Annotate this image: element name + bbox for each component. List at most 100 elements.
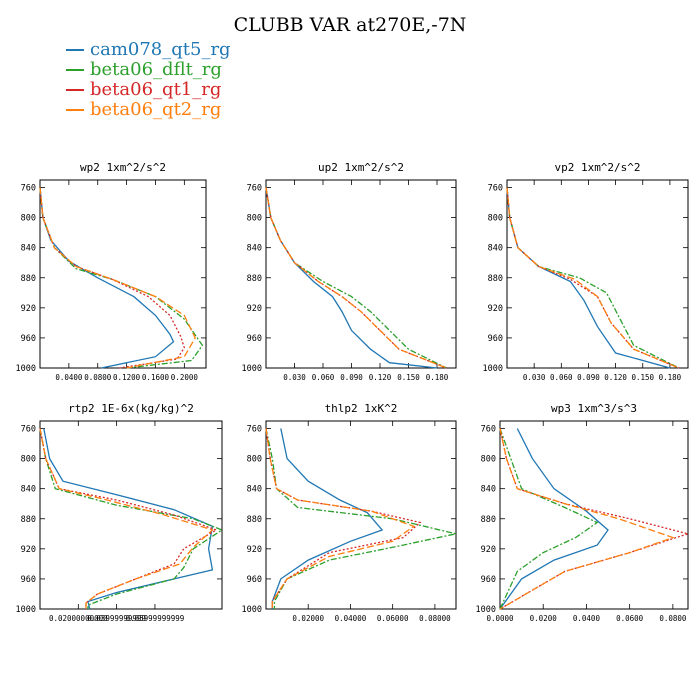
y-tick-label: 920 — [21, 545, 36, 555]
x-tick-label: 0.030 — [283, 373, 306, 382]
series-line-cam078_qt5_rg — [265, 187, 438, 369]
y-tick-label: 880 — [21, 274, 36, 284]
y-tick-label: 920 — [247, 304, 262, 314]
y-tick-label: 1000 — [16, 605, 36, 615]
y-tick-label: 800 — [21, 214, 36, 224]
y-tick-label: 1000 — [16, 364, 36, 374]
x-tick-label: 0.2000 — [171, 373, 199, 382]
legend-swatch — [66, 49, 84, 51]
legend-label: cam078_qt5_rg — [90, 39, 231, 60]
x-tick-label: 0.08000 — [419, 614, 451, 623]
y-tick-label: 960 — [481, 575, 496, 585]
x-tick-label: 0.120 — [369, 373, 392, 382]
y-tick-label: 840 — [247, 244, 262, 254]
legend-item: beta06_qt1_rg — [66, 80, 231, 100]
y-tick-label: 760 — [481, 425, 496, 435]
series-line-cam078_qt5_rg — [271, 428, 384, 609]
y-tick-label: 880 — [481, 515, 496, 525]
x-tick-label: 0.1200 — [113, 373, 141, 382]
panel-title: rtp2 1E-6x(kg/kg)^2 — [68, 402, 194, 415]
x-tick-label: 0.0400 — [573, 614, 601, 623]
legend-label: beta06_qt2_rg — [90, 99, 222, 120]
plot-frame — [265, 420, 457, 610]
y-tick-label: 800 — [488, 214, 503, 224]
y-tick-label: 1000 — [483, 364, 503, 374]
legend-label: beta06_qt1_rg — [90, 79, 222, 100]
legend-label: beta06_dflt_rg — [90, 59, 222, 80]
legend-item: beta06_dflt_rg — [66, 60, 231, 80]
x-tick-label: 0.03999999999 — [87, 614, 146, 623]
x-tick-label: 0.090 — [340, 373, 363, 382]
x-tick-label: 0.090 — [577, 373, 600, 382]
series-line-beta06_qt2_rg — [506, 187, 680, 369]
y-tick-label: 760 — [21, 184, 36, 194]
series-line-beta06_dflt_rg — [506, 187, 680, 369]
legend-swatch — [66, 109, 84, 111]
y-tick-label: 920 — [481, 545, 496, 555]
x-tick-label: 0.0400 — [55, 373, 83, 382]
y-tick-label: 800 — [481, 455, 496, 465]
series-line-beta06_qt1_rg — [39, 187, 186, 369]
x-tick-label: 0.150 — [631, 373, 654, 382]
series-line-beta06_qt1_rg — [39, 428, 218, 609]
series-line-beta06_qt2_rg — [265, 187, 447, 369]
page-title: CLUBB VAR at270E,-7N — [233, 14, 467, 36]
x-tick-label: 0.0200 — [530, 614, 558, 623]
series-line-beta06_dflt_rg — [265, 187, 447, 369]
y-tick-label: 760 — [247, 425, 262, 435]
x-tick-label: 0.0800 — [659, 614, 687, 623]
plot-frame — [265, 179, 457, 369]
legend-swatch — [66, 69, 84, 71]
panel-title: wp2 1xm^2/s^2 — [80, 161, 166, 174]
x-tick-label: 0.1600 — [142, 373, 170, 382]
x-tick-label: 0.06000 — [377, 614, 409, 623]
series-line-beta06_qt1_rg — [265, 187, 447, 369]
y-tick-label: 960 — [247, 334, 262, 344]
series-line-beta06_qt1_rg — [506, 187, 680, 369]
series-line-cam078_qt5_rg — [499, 428, 609, 610]
legend-item: cam078_qt5_rg — [66, 40, 231, 60]
series-line-beta06_dflt_rg — [499, 428, 599, 610]
y-tick-label: 920 — [247, 545, 262, 555]
legend-swatch — [66, 89, 84, 91]
y-tick-label: 880 — [488, 274, 503, 284]
y-tick-label: 760 — [21, 425, 36, 435]
x-tick-label: 0.180 — [426, 373, 449, 382]
series-line-cam078_qt5_rg — [506, 187, 671, 369]
y-tick-label: 840 — [21, 244, 36, 254]
y-tick-label: 840 — [21, 485, 36, 495]
x-tick-label: 0.0000 — [486, 614, 514, 623]
legend-item: beta06_qt2_rg — [66, 100, 231, 120]
x-tick-label: 0.04000 — [335, 614, 367, 623]
y-tick-label: 840 — [247, 485, 262, 495]
y-tick-label: 760 — [247, 184, 262, 194]
y-tick-label: 960 — [488, 334, 503, 344]
plot-frame — [39, 420, 223, 610]
panel-title: wp3 1xm^3/s^3 — [551, 402, 637, 415]
series-line-beta06_dflt_rg — [39, 187, 204, 369]
series-line-beta06_qt2_rg — [39, 428, 214, 609]
x-tick-label: 0.02000 — [292, 614, 324, 623]
panel-title: vp2 1xm^2/s^2 — [554, 161, 640, 174]
x-tick-label: 0.150 — [397, 373, 420, 382]
y-tick-label: 800 — [247, 455, 262, 465]
y-tick-label: 1000 — [476, 605, 496, 615]
series-line-beta06_qt1_rg — [499, 428, 691, 610]
plot-frame — [499, 420, 689, 610]
series-line-beta06_qt2_rg — [499, 428, 675, 610]
y-tick-label: 840 — [488, 244, 503, 254]
plot-frame — [39, 179, 207, 369]
y-tick-label: 960 — [21, 575, 36, 585]
panel-title: up2 1xm^2/s^2 — [318, 161, 404, 174]
x-tick-label: 0.0600 — [616, 614, 644, 623]
x-tick-label: 0.0800 — [84, 373, 112, 382]
series-line-beta06_qt1_rg — [265, 428, 422, 609]
y-tick-label: 880 — [247, 274, 262, 284]
series-line-beta06_dflt_rg — [39, 428, 224, 609]
y-tick-label: 880 — [21, 515, 36, 525]
panel-title: thlp2 1xK^2 — [325, 402, 398, 415]
legend: cam078_qt5_rg beta06_dflt_rg beta06_qt1_… — [66, 40, 231, 120]
x-tick-label: 0.02000000000 — [49, 614, 108, 623]
y-tick-label: 1000 — [242, 364, 262, 374]
